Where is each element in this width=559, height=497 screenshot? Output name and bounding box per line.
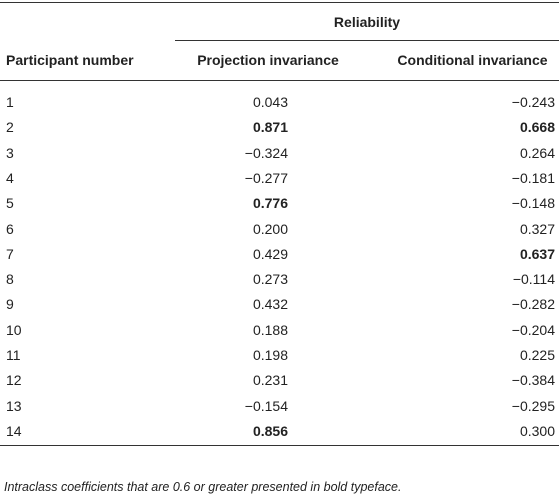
top-rule [0, 2, 559, 3]
value-cell: −0.181 [511, 169, 555, 186]
participant-cell: 8 [6, 271, 14, 288]
value-cell: −0.243 [511, 94, 555, 110]
value-cell: 0.327 [519, 220, 555, 237]
value-cell: 0.668 [519, 119, 555, 136]
participant-cell: 3 [6, 144, 14, 161]
participant-cell: 9 [6, 296, 14, 313]
participant-cell: 2 [6, 119, 14, 136]
participant-cell: 1 [6, 94, 14, 110]
header-rule [0, 80, 559, 81]
value-cell: 0.300 [519, 422, 555, 439]
value-cell: 0.432 [252, 296, 288, 313]
participant-cell: 10 [6, 321, 22, 338]
participant-cell: 14 [6, 422, 22, 439]
participant-cell: 12 [6, 372, 22, 389]
participant-cell: 11 [6, 347, 21, 363]
value-cell: −0.204 [511, 321, 555, 338]
group-header: Reliability [333, 14, 401, 30]
value-cell: 0.429 [252, 245, 288, 262]
value-cell: −0.277 [244, 169, 288, 186]
value-cell: 0.225 [519, 347, 555, 363]
value-cell: −0.154 [244, 397, 288, 414]
footnote: Intraclass coefficients that are 0.6 or … [4, 480, 402, 494]
participant-cell: 5 [6, 195, 14, 212]
value-cell: 0.188 [252, 321, 288, 338]
value-cell: −0.148 [511, 195, 555, 212]
value-cell: 0.637 [519, 245, 555, 262]
value-cell: −0.384 [511, 372, 555, 389]
value-cell: −0.324 [244, 144, 288, 161]
column-header: Projection invariance [197, 52, 339, 68]
value-cell: 0.871 [252, 119, 288, 136]
column-header: Participant number [6, 52, 134, 68]
value-cell: 0.776 [252, 195, 288, 212]
value-cell: −0.114 [512, 271, 555, 288]
value-cell: 0.273 [252, 271, 288, 288]
value-cell: 0.856 [252, 422, 288, 439]
column-header: Conditional invariance [397, 52, 548, 68]
participant-cell: 6 [6, 220, 14, 237]
value-cell: 0.231 [252, 372, 288, 389]
participant-cell: 7 [6, 245, 14, 262]
value-cell: 0.264 [519, 144, 555, 161]
value-cell: −0.282 [511, 296, 555, 313]
participant-cell: 4 [6, 169, 14, 186]
value-cell: 0.043 [252, 94, 288, 110]
participant-cell: 13 [6, 397, 22, 414]
bottom-rule [0, 445, 559, 446]
value-cell: 0.198 [252, 347, 288, 363]
value-cell: −0.295 [511, 397, 555, 414]
value-cell: 0.200 [252, 220, 288, 237]
group-rule [175, 40, 559, 41]
